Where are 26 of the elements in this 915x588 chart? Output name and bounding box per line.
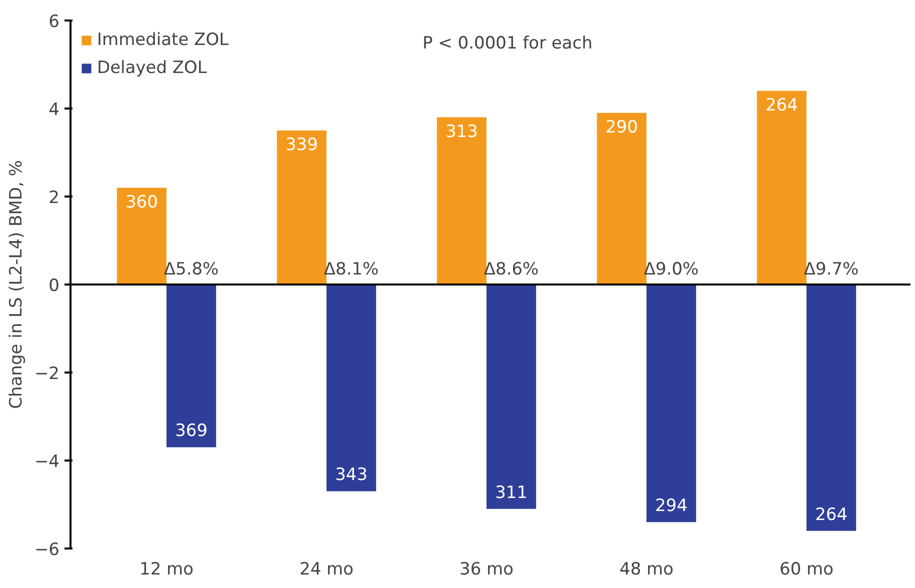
x-tick-label: 48 mo [620, 560, 674, 580]
y-tick-label: 4 [48, 100, 60, 120]
annotation: 360 [125, 192, 158, 212]
annotation: 313 [445, 122, 478, 142]
y-tick-label: 2 [48, 188, 60, 208]
x-tick-label: 12 mo [140, 560, 194, 580]
x-tick-label: 36 mo [460, 560, 514, 580]
x-tick-label: 24 mo [300, 560, 354, 580]
annotation: 294 [655, 496, 688, 516]
y-axis-title: Change in LS (L2-L4) BMD, % [6, 160, 26, 409]
y-tick-label: −6 [34, 540, 60, 560]
y-tick-label: 6 [48, 12, 60, 32]
y-tick-label: −2 [34, 364, 60, 384]
y-tick-label: 0 [48, 276, 60, 296]
annotation: 290 [605, 118, 638, 138]
annotation: 339 [285, 135, 318, 156]
annotation: P < 0.0001 for each [422, 34, 592, 54]
annotation: 311 [495, 482, 528, 503]
y-tick-label: −4 [34, 452, 60, 472]
annotation: 369 [175, 421, 208, 442]
annotation: 264 [815, 504, 848, 525]
annotation: 264 [765, 96, 798, 116]
legend-label: Immediate ZOL [97, 30, 229, 50]
legend-label: Delayed ZOL [97, 58, 207, 78]
x-tick-label: 60 mo [780, 560, 834, 580]
annotation: 343 [335, 465, 368, 486]
